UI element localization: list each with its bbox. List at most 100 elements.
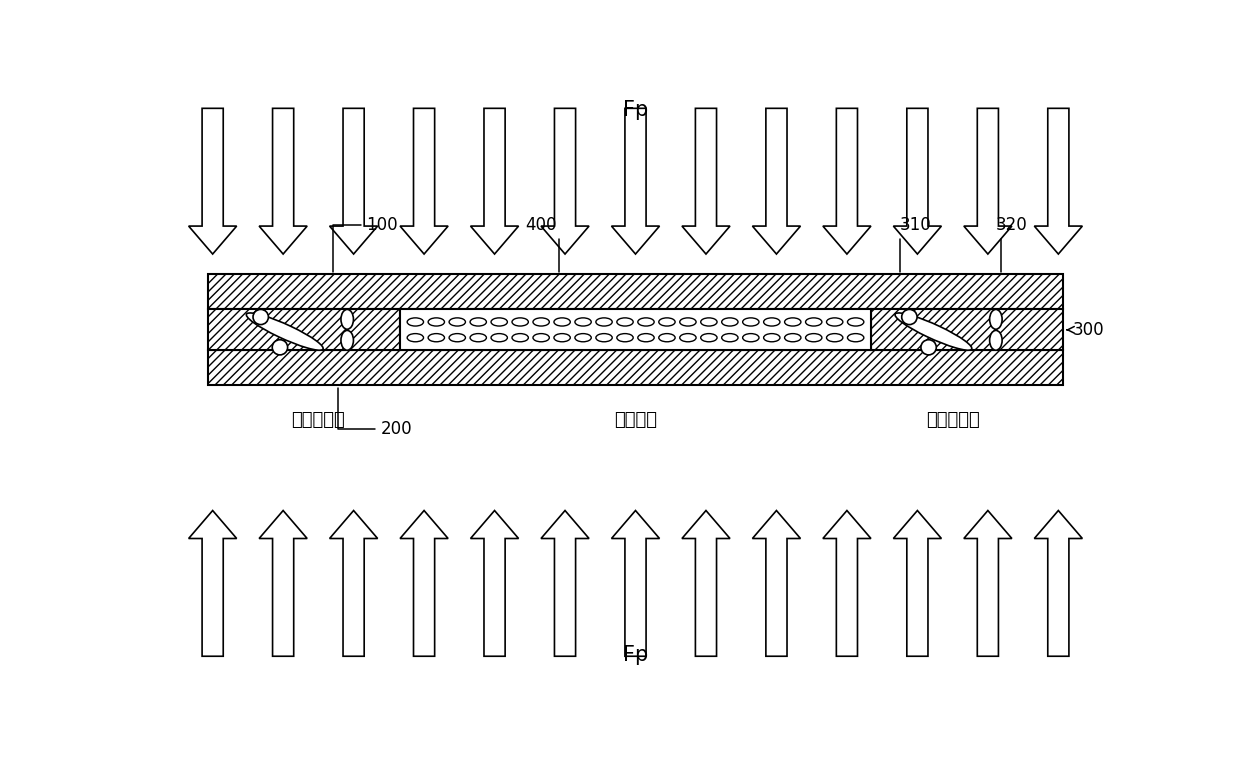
FancyArrow shape xyxy=(401,510,448,656)
FancyArrow shape xyxy=(188,108,237,254)
Ellipse shape xyxy=(901,310,918,325)
Ellipse shape xyxy=(658,318,675,326)
Bar xyxy=(401,310,870,350)
Ellipse shape xyxy=(785,334,801,342)
Ellipse shape xyxy=(596,318,613,326)
Ellipse shape xyxy=(596,334,613,342)
Ellipse shape xyxy=(491,334,507,342)
Bar xyxy=(208,350,1063,385)
FancyArrow shape xyxy=(611,108,660,254)
Ellipse shape xyxy=(680,318,696,326)
Ellipse shape xyxy=(637,334,655,342)
FancyArrow shape xyxy=(963,108,1012,254)
Ellipse shape xyxy=(990,310,1002,329)
Ellipse shape xyxy=(554,318,570,326)
Bar xyxy=(870,310,1063,350)
Ellipse shape xyxy=(575,318,591,326)
FancyArrow shape xyxy=(401,108,448,254)
Bar xyxy=(208,275,1063,310)
Ellipse shape xyxy=(491,318,507,326)
Ellipse shape xyxy=(785,318,801,326)
Text: 310: 310 xyxy=(900,216,931,272)
Ellipse shape xyxy=(764,334,780,342)
Ellipse shape xyxy=(722,318,738,326)
Text: 封框胶区域: 封框胶区域 xyxy=(291,411,345,429)
FancyArrow shape xyxy=(1034,108,1083,254)
Text: 200: 200 xyxy=(337,388,413,438)
Ellipse shape xyxy=(407,334,424,342)
Ellipse shape xyxy=(637,318,655,326)
FancyArrow shape xyxy=(259,108,308,254)
Ellipse shape xyxy=(341,310,353,329)
Ellipse shape xyxy=(273,340,288,355)
Ellipse shape xyxy=(990,330,1002,350)
Ellipse shape xyxy=(895,313,972,350)
FancyArrow shape xyxy=(753,510,801,656)
Ellipse shape xyxy=(616,318,634,326)
Ellipse shape xyxy=(722,334,738,342)
FancyArrow shape xyxy=(188,510,237,656)
FancyArrow shape xyxy=(470,510,518,656)
Text: Fp: Fp xyxy=(622,645,649,665)
Ellipse shape xyxy=(827,334,843,342)
Ellipse shape xyxy=(407,318,424,326)
Ellipse shape xyxy=(554,334,570,342)
FancyArrow shape xyxy=(541,108,589,254)
Ellipse shape xyxy=(470,334,486,342)
FancyArrow shape xyxy=(893,510,941,656)
Bar xyxy=(208,310,401,350)
Ellipse shape xyxy=(449,318,465,326)
FancyArrow shape xyxy=(611,510,660,656)
FancyArrow shape xyxy=(963,510,1012,656)
Bar xyxy=(208,275,1063,310)
Ellipse shape xyxy=(512,318,528,326)
FancyArrow shape xyxy=(541,510,589,656)
FancyArrow shape xyxy=(682,108,730,254)
Ellipse shape xyxy=(701,318,717,326)
Ellipse shape xyxy=(341,330,353,350)
FancyArrow shape xyxy=(682,510,730,656)
Text: 100: 100 xyxy=(332,216,398,272)
FancyArrow shape xyxy=(893,108,941,254)
FancyArrow shape xyxy=(823,108,870,254)
Text: Fp: Fp xyxy=(622,100,649,120)
Ellipse shape xyxy=(533,334,549,342)
Ellipse shape xyxy=(921,340,936,355)
Ellipse shape xyxy=(764,318,780,326)
Ellipse shape xyxy=(701,334,717,342)
Text: 400: 400 xyxy=(525,216,558,272)
Ellipse shape xyxy=(806,334,822,342)
FancyArrow shape xyxy=(330,108,378,254)
FancyArrow shape xyxy=(259,510,308,656)
Bar xyxy=(870,310,1063,350)
Ellipse shape xyxy=(658,334,675,342)
Bar xyxy=(208,350,1063,385)
Ellipse shape xyxy=(470,318,486,326)
Ellipse shape xyxy=(827,318,843,326)
Ellipse shape xyxy=(253,310,268,325)
FancyArrow shape xyxy=(470,108,518,254)
FancyArrow shape xyxy=(1034,510,1083,656)
Ellipse shape xyxy=(743,334,759,342)
FancyArrow shape xyxy=(753,108,801,254)
Ellipse shape xyxy=(575,334,591,342)
Text: 封框胶区域: 封框胶区域 xyxy=(926,411,980,429)
Ellipse shape xyxy=(806,318,822,326)
Ellipse shape xyxy=(247,313,324,350)
Ellipse shape xyxy=(743,318,759,326)
Bar xyxy=(208,310,401,350)
Text: 300: 300 xyxy=(1066,321,1105,339)
Text: 显示区域: 显示区域 xyxy=(614,411,657,429)
Ellipse shape xyxy=(847,334,864,342)
Ellipse shape xyxy=(847,318,864,326)
FancyArrow shape xyxy=(823,510,870,656)
Ellipse shape xyxy=(428,318,444,326)
Text: 320: 320 xyxy=(996,216,1028,272)
Ellipse shape xyxy=(680,334,696,342)
Ellipse shape xyxy=(512,334,528,342)
Ellipse shape xyxy=(449,334,465,342)
FancyArrow shape xyxy=(330,510,378,656)
Ellipse shape xyxy=(616,334,634,342)
Ellipse shape xyxy=(533,318,549,326)
Ellipse shape xyxy=(428,334,444,342)
